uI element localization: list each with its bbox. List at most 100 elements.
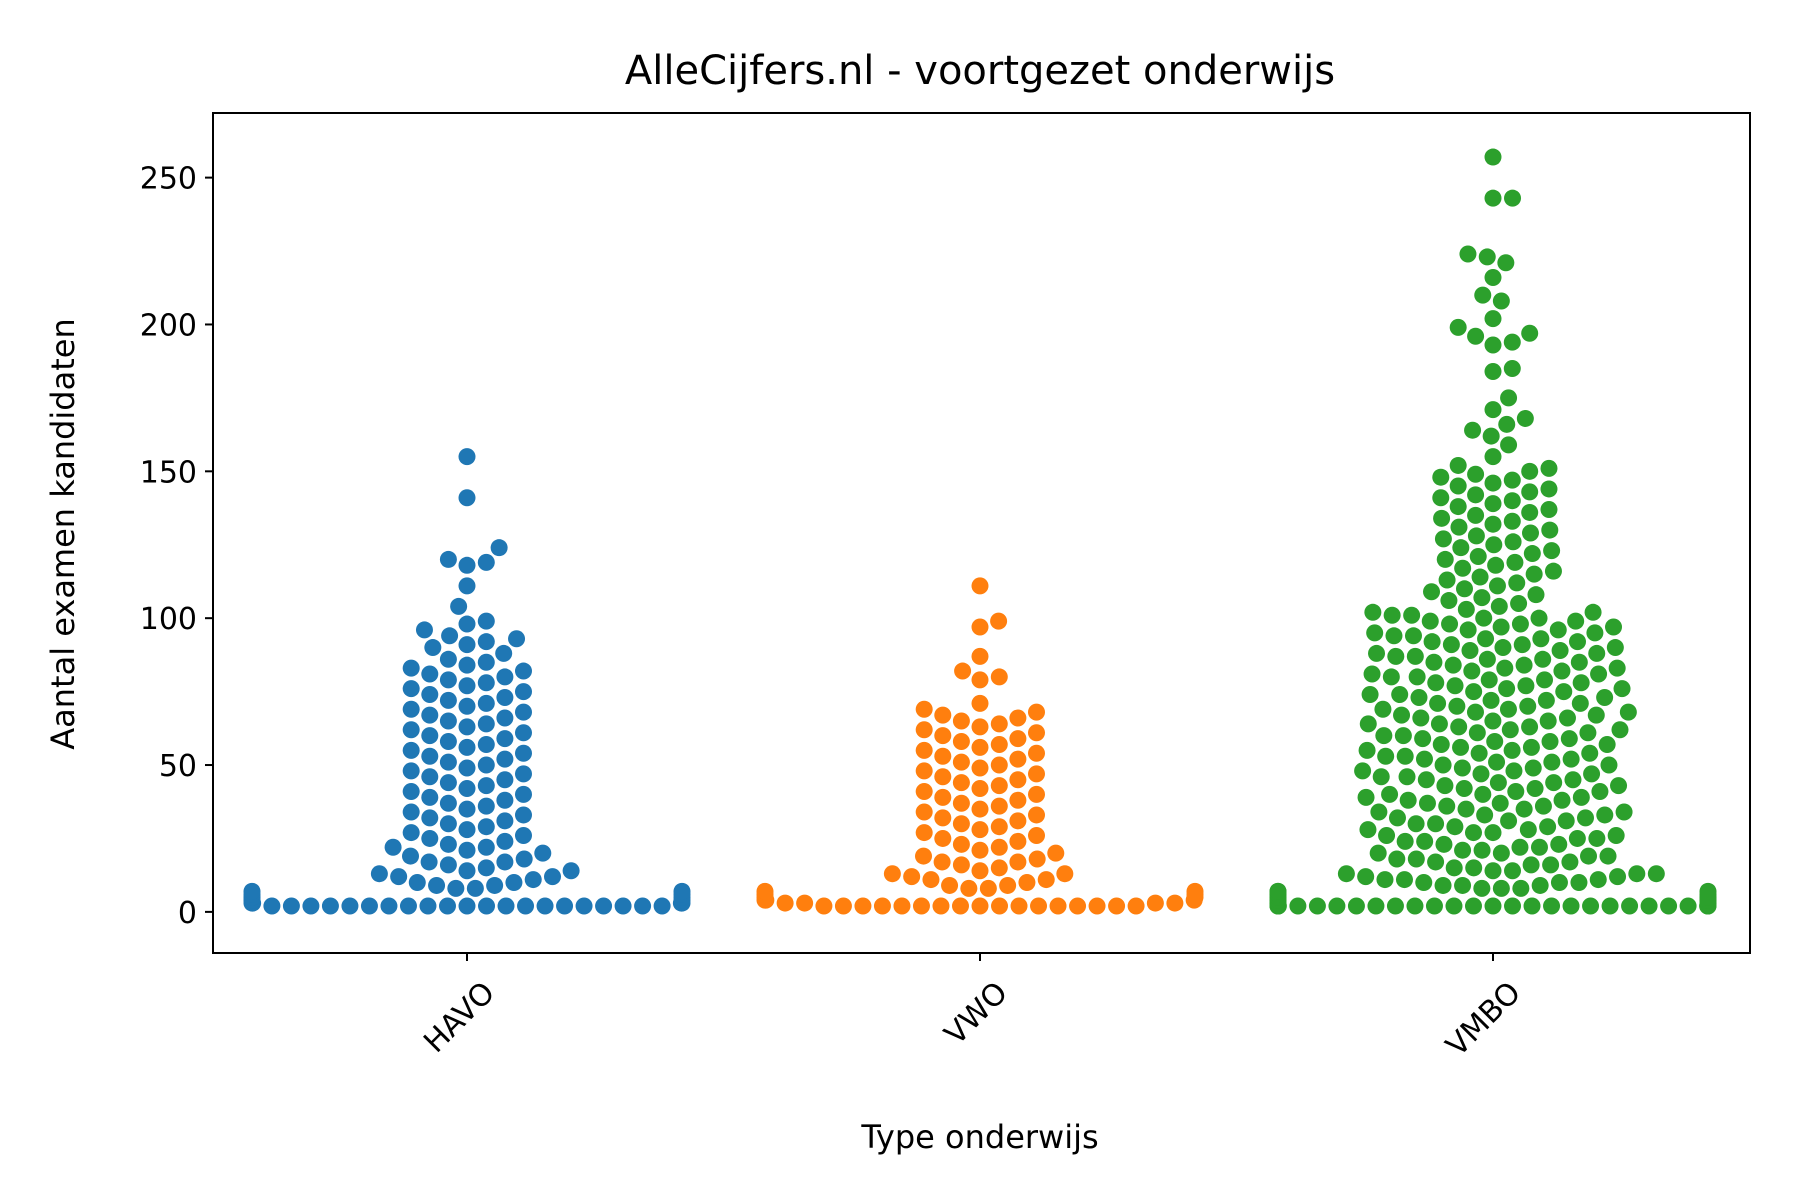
data-point-vmbo [1375, 727, 1393, 745]
data-point-vmbo [1427, 815, 1445, 833]
data-point-vmbo [1539, 818, 1557, 836]
data-point-vwo [990, 715, 1008, 733]
data-point-vmbo [1432, 468, 1450, 486]
data-point-vmbo [1570, 874, 1588, 892]
data-point-vmbo [1515, 656, 1533, 674]
data-point-vmbo [1467, 506, 1485, 524]
data-point-havo [341, 897, 359, 915]
data-point-vmbo [1403, 606, 1421, 624]
data-point-vmbo [1557, 812, 1575, 830]
data-point-vwo [756, 882, 774, 900]
data-point-vmbo [1521, 462, 1539, 480]
data-point-vmbo [1435, 835, 1453, 853]
data-point-vmbo [1588, 829, 1606, 847]
data-point-havo [421, 665, 439, 683]
data-point-vmbo [1432, 735, 1450, 753]
data-point-havo [458, 862, 476, 880]
data-point-vmbo [1421, 612, 1439, 630]
data-point-vmbo [1499, 700, 1517, 718]
data-point-havo [614, 897, 632, 915]
data-point-havo [477, 756, 495, 774]
data-point-vmbo [1558, 709, 1576, 727]
data-point-havo [505, 874, 523, 892]
data-point-vmbo [1507, 782, 1525, 800]
data-point-vmbo [1621, 897, 1639, 915]
data-point-vmbo [1337, 865, 1355, 883]
data-point-vmbo [1601, 897, 1619, 915]
data-point-vmbo [1679, 897, 1697, 915]
data-point-vwo [971, 759, 989, 777]
data-point-havo [360, 897, 378, 915]
data-point-vmbo [1434, 530, 1452, 548]
data-point-havo [477, 777, 495, 795]
data-point-havo [458, 780, 476, 798]
data-point-havo [415, 621, 433, 639]
data-point-vmbo [1446, 677, 1464, 695]
data-point-vwo [971, 618, 989, 636]
data-point-vmbo [1503, 471, 1521, 489]
data-point-vwo [952, 815, 970, 833]
data-point-vwo [990, 668, 1008, 686]
data-point-vmbo [1423, 633, 1441, 651]
data-point-havo [673, 882, 691, 900]
data-point-havo [477, 694, 495, 712]
data-point-havo [575, 897, 593, 915]
data-point-vwo [934, 768, 952, 786]
data-point-vwo [834, 897, 852, 915]
data-point-vmbo [1406, 897, 1424, 915]
data-point-vmbo [1477, 630, 1495, 648]
data-point-havo [420, 853, 438, 871]
data-point-vmbo [1388, 850, 1406, 868]
data-point-vmbo [1478, 248, 1496, 266]
data-point-vwo [1127, 897, 1145, 915]
data-point-vmbo [1408, 668, 1426, 686]
data-point-vmbo [1478, 650, 1496, 668]
data-point-vwo [971, 780, 989, 798]
data-point-havo [402, 659, 420, 677]
data-point-vmbo [1454, 876, 1472, 894]
data-point-vmbo [1530, 609, 1548, 627]
data-point-vmbo [1388, 809, 1406, 827]
data-point-vwo [990, 818, 1008, 836]
data-point-vmbo [1436, 550, 1454, 568]
data-point-vmbo [1399, 791, 1417, 809]
data-point-vmbo [1699, 882, 1717, 900]
data-point-vwo [776, 894, 794, 912]
data-point-vmbo [1492, 618, 1510, 636]
data-point-vmbo [1515, 800, 1533, 818]
data-point-havo [282, 897, 300, 915]
data-point-vmbo [1600, 756, 1618, 774]
y-tick-label: 0 [178, 896, 197, 931]
data-point-havo [439, 550, 457, 568]
data-point-vwo [952, 774, 970, 792]
data-point-vmbo [1586, 624, 1604, 642]
data-point-vmbo [1581, 744, 1599, 762]
data-point-havo [458, 577, 476, 595]
data-point-havo [402, 824, 420, 842]
data-point-vmbo [1459, 245, 1477, 263]
data-point-havo [402, 803, 420, 821]
data-point-vmbo [1463, 662, 1481, 680]
data-point-havo [496, 750, 514, 768]
data-point-havo [402, 762, 420, 780]
data-point-vmbo [1418, 794, 1436, 812]
data-point-havo [421, 686, 439, 704]
data-point-vmbo [1572, 674, 1590, 692]
data-point-havo [514, 683, 532, 701]
data-point-vmbo [1504, 189, 1522, 207]
data-point-vmbo [1308, 897, 1326, 915]
data-point-vmbo [1564, 771, 1582, 789]
data-point-havo [428, 876, 446, 894]
data-point-vmbo [1446, 818, 1464, 836]
data-point-vmbo [1464, 421, 1482, 439]
data-point-vmbo [1406, 647, 1424, 665]
data-point-vmbo [1423, 583, 1441, 601]
data-point-vmbo [1550, 874, 1568, 892]
data-point-vmbo [1503, 492, 1521, 510]
data-point-vmbo [1427, 674, 1445, 692]
data-point-havo [458, 841, 476, 859]
x-tick-label: VMBO [1439, 975, 1527, 1063]
data-point-vmbo [1449, 498, 1467, 516]
data-point-havo [508, 630, 526, 648]
data-point-havo [595, 897, 613, 915]
